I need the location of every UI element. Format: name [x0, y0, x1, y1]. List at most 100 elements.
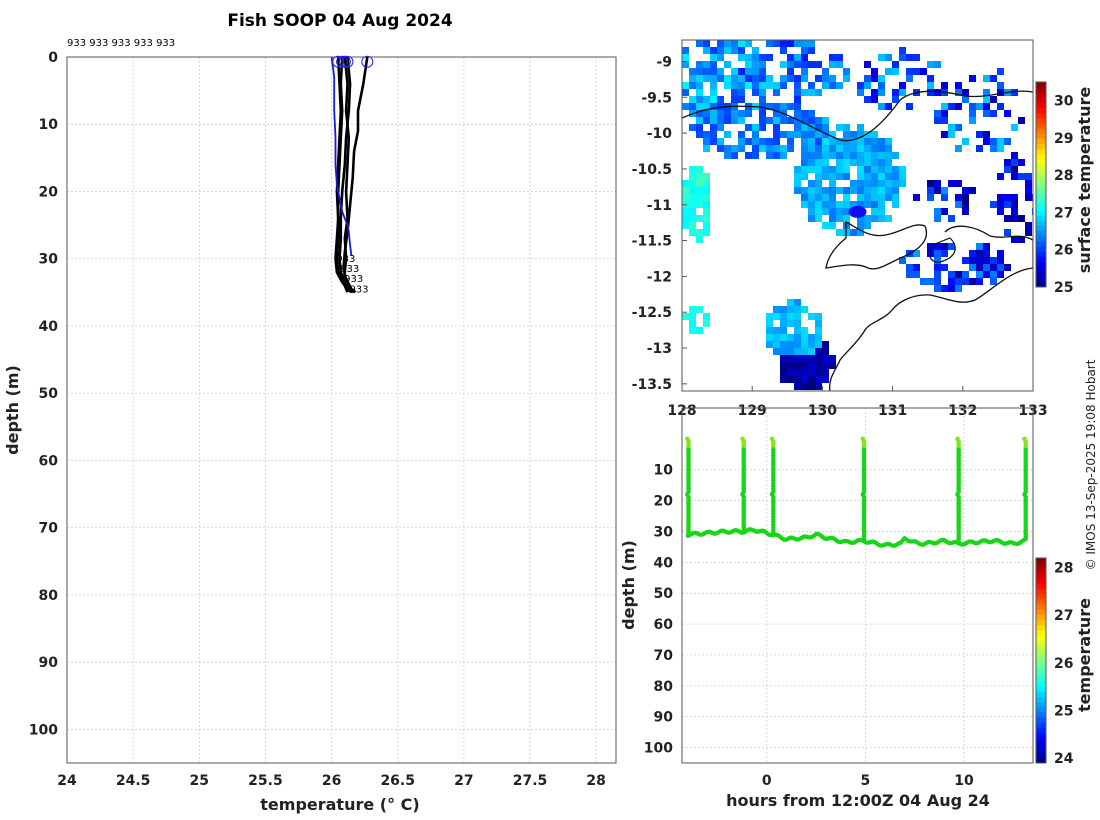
sst-cell	[801, 124, 808, 131]
temperature-colorbar-segment	[1036, 614, 1046, 620]
sst-cell	[969, 257, 976, 264]
sst-cell	[808, 187, 815, 194]
sst-colorbar-segment	[1036, 225, 1046, 232]
temperature-colorbar-tick: 26	[1054, 656, 1073, 672]
surface-marker-circle	[332, 55, 345, 68]
sst-cell	[766, 40, 773, 47]
sst-cell	[885, 54, 892, 61]
sst-cell	[710, 54, 717, 61]
sst-cell	[752, 152, 759, 159]
sst-cell	[801, 187, 808, 194]
sst-cell	[997, 201, 1004, 208]
sst-cell	[962, 96, 969, 103]
temperature-colorbar-segment	[1036, 681, 1046, 687]
sst-colorbar-segment	[1036, 256, 1046, 262]
sst-cell	[703, 187, 710, 194]
sst-cell	[738, 47, 745, 54]
sst-cell	[710, 96, 717, 103]
profile-x-tick: 27.5	[513, 773, 548, 789]
sst-cell	[696, 236, 703, 243]
sst-cell	[983, 103, 990, 110]
sst-cell	[703, 180, 710, 187]
temperature-colorbar-segment	[1036, 578, 1046, 585]
sst-cell	[773, 89, 780, 96]
sst-cell	[941, 194, 948, 201]
hours-x-tick: 0	[762, 773, 772, 789]
sst-cell	[689, 75, 696, 82]
sst-cell	[780, 341, 787, 348]
sst-cell	[955, 278, 962, 285]
profile-end-label: 933	[349, 284, 368, 295]
sst-cell	[927, 194, 934, 201]
sst-cell	[892, 187, 899, 194]
sst-cell	[815, 166, 822, 173]
sst-cell	[703, 47, 710, 54]
sst-cell	[983, 96, 990, 103]
sst-cell	[822, 131, 829, 138]
sst-cell	[801, 383, 808, 390]
sst-cell	[871, 201, 878, 208]
sst-cell	[969, 278, 976, 285]
sst-cell	[1011, 215, 1018, 222]
sst-cell	[955, 103, 962, 110]
sst-cell	[787, 75, 794, 82]
sst-cell	[976, 271, 983, 278]
sst-cell	[689, 208, 696, 215]
sst-cell	[710, 103, 717, 110]
sst-cell	[934, 257, 941, 264]
sst-cell	[766, 341, 773, 348]
sst-cell	[689, 229, 696, 236]
sst-cell	[787, 68, 794, 75]
temperature-colorbar-segment	[1036, 629, 1046, 636]
sst-cell	[1004, 264, 1011, 271]
sst-cell	[801, 376, 808, 383]
sst-cell	[836, 152, 843, 159]
sst-cell	[759, 82, 766, 89]
depth-time-y-label: depth (m)	[619, 540, 638, 630]
sst-cell	[717, 103, 724, 110]
temperature-colorbar-tick: 27	[1054, 608, 1073, 624]
sst-cell	[983, 131, 990, 138]
sst-cell	[857, 89, 864, 96]
sst-cell	[997, 145, 1004, 152]
sst-cell	[885, 166, 892, 173]
profile-line-profile-4	[342, 56, 369, 294]
sst-cell	[892, 173, 899, 180]
sst-cell	[780, 306, 787, 313]
sst-cell	[934, 271, 941, 278]
sst-cell	[759, 124, 766, 131]
sst-cell	[885, 187, 892, 194]
sst-cell	[717, 110, 724, 117]
sst-cell	[836, 173, 843, 180]
profile-y-tick: 10	[39, 117, 59, 133]
sst-cell	[871, 96, 878, 103]
sst-cell	[815, 152, 822, 159]
sst-cell	[927, 243, 934, 250]
sst-cell	[766, 334, 773, 341]
sst-cell	[857, 201, 864, 208]
sst-cell	[696, 75, 703, 82]
temperature-colorbar-segment	[1036, 737, 1046, 743]
sst-cell	[815, 201, 822, 208]
sst-cell	[843, 75, 850, 82]
sst-cell	[759, 68, 766, 75]
sst-cell	[731, 110, 738, 117]
profile-y-tick: 70	[39, 521, 59, 537]
sst-cell	[745, 75, 752, 82]
sst-colorbar-segment	[1036, 143, 1046, 150]
sst-cell	[696, 215, 703, 222]
sst-cell	[822, 173, 829, 180]
sst-cell	[983, 264, 990, 271]
sst-cell	[927, 187, 934, 194]
map-y-tick: -9	[656, 54, 672, 70]
sst-cell	[773, 145, 780, 152]
sst-cell	[801, 54, 808, 61]
sst-cell	[871, 131, 878, 138]
temperature-colorbar-segment	[1036, 619, 1046, 626]
sst-cell	[1025, 180, 1032, 187]
sst-cell	[689, 96, 696, 103]
sst-cell	[780, 313, 787, 320]
sst-cell	[878, 138, 885, 145]
sst-colorbar-segment	[1036, 123, 1046, 129]
sst-colorbar-segment	[1036, 107, 1046, 114]
